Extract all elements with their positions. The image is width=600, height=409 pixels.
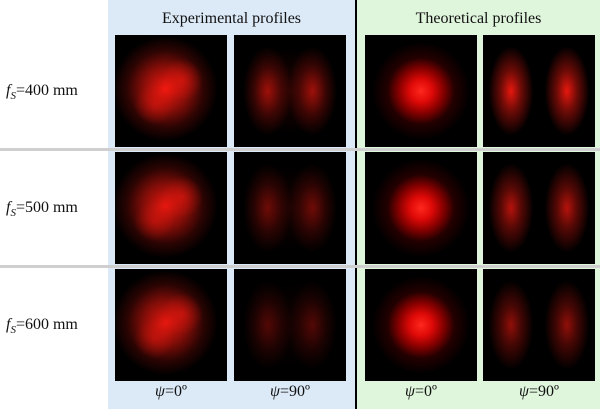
theoretical-profile-psi90	[483, 269, 595, 381]
row-divider	[0, 265, 600, 268]
column-label-theo-psi90: ψ=90º	[519, 383, 559, 400]
row-label-600: fS=600 mm	[6, 316, 78, 337]
column-label-theo-psi0: ψ=0º	[405, 383, 437, 400]
theoretical-profile-psi90	[483, 152, 595, 264]
experimental-profile-psi90	[234, 269, 346, 381]
row-label-400: fS=400 mm	[6, 82, 78, 103]
experimental-profile-psi0	[115, 152, 227, 264]
theoretical-profile-psi0	[365, 269, 477, 381]
row-label-500: fS=500 mm	[6, 199, 78, 220]
row-divider	[0, 148, 600, 151]
theoretical-profile-psi90	[483, 35, 595, 147]
column-label-exp-psi0: ψ=0º	[155, 383, 187, 400]
column-label-exp-psi90: ψ=90º	[270, 383, 310, 400]
experimental-header: Experimental profiles	[161, 10, 302, 27]
panel-divider	[355, 0, 357, 409]
experimental-profile-psi0	[115, 35, 227, 147]
experimental-profile-psi0	[115, 269, 227, 381]
theoretical-profile-psi0	[365, 35, 477, 147]
experimental-profile-psi90	[234, 152, 346, 264]
experimental-profile-psi90	[234, 35, 346, 147]
theoretical-header: Theoretical profiles	[415, 10, 542, 27]
theoretical-profile-psi0	[365, 152, 477, 264]
